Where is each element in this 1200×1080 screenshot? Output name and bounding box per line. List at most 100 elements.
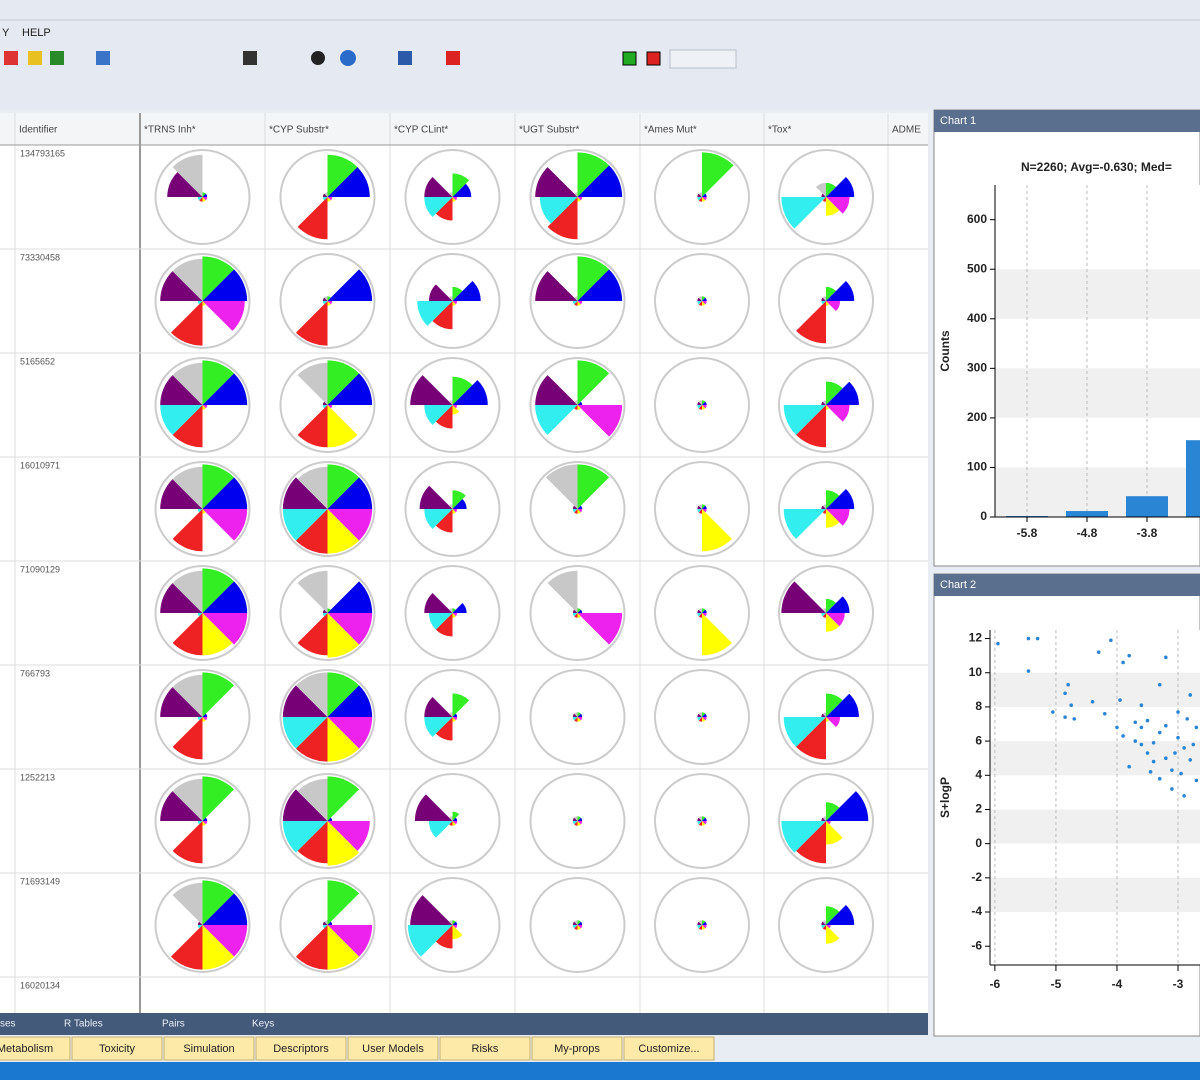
button[interactable] (0, 1036, 71, 1061)
icon[interactable] (646, 51, 661, 66)
icon[interactable] (96, 51, 110, 65)
glyph-wedge (821, 713, 826, 717)
tab[interactable]: ses (0, 1019, 16, 1030)
glyph-wedge (327, 405, 358, 448)
glyph-wedge (160, 479, 203, 509)
menu-item[interactable]: HELP (22, 27, 51, 39)
glyph-wedge (327, 509, 373, 541)
button-label[interactable]: Descriptors (273, 1043, 329, 1055)
toolbar-icons (4, 49, 737, 69)
icon[interactable] (398, 51, 412, 65)
glyph-wedge (783, 717, 826, 747)
icon[interactable] (28, 51, 42, 65)
button-label[interactable]: Customize... (638, 1043, 699, 1055)
button-label[interactable]: Simulation (183, 1043, 234, 1055)
identifier: 71693149 (20, 876, 60, 886)
glyph-wedge (698, 405, 702, 410)
button[interactable] (347, 1036, 439, 1061)
icon[interactable] (340, 50, 356, 66)
point (1170, 787, 1174, 791)
glyph-wedge (327, 613, 373, 645)
glyph-wedge (202, 192, 206, 197)
glyph-wedge (324, 192, 328, 197)
glyph-wedge (698, 504, 702, 509)
glyph-wedge (322, 609, 328, 613)
icon[interactable] (311, 51, 325, 65)
icon[interactable] (243, 51, 257, 65)
menu-item[interactable]: Y (2, 27, 10, 39)
x-tick-label: -6 (990, 977, 1001, 991)
glyph-wedge (826, 301, 841, 311)
point (1170, 768, 1174, 772)
glyph-wedge (826, 693, 859, 717)
glyph-wedge (202, 301, 206, 306)
glyph-wedge (577, 269, 623, 301)
column-header[interactable]: *Ames Mut* (644, 125, 697, 136)
y-tick-label: 400 (967, 311, 987, 325)
glyph-wedge (826, 905, 855, 925)
button-label[interactable]: My-props (554, 1043, 600, 1055)
glyph-wedge (698, 920, 702, 925)
icon[interactable] (4, 51, 18, 65)
glyph-wedge (295, 717, 328, 762)
button-label[interactable]: Toxicity (99, 1043, 136, 1055)
identifier: 5165652 (20, 356, 55, 366)
tab[interactable]: Pairs (162, 1019, 185, 1030)
icon[interactable] (50, 51, 64, 65)
glyph-wedge (702, 296, 706, 301)
glyph-wedge (327, 269, 373, 301)
glyph-wedge (698, 296, 702, 301)
glyph-wedge (826, 281, 855, 301)
grid-band (990, 741, 1200, 776)
glyph-wedge (702, 400, 706, 405)
glyph-wedge (172, 405, 203, 448)
glyph-wedge (702, 301, 706, 306)
glyph-wedge (826, 177, 855, 197)
glyph-wedge (322, 925, 328, 929)
glyph-wedge (574, 920, 578, 925)
text-box[interactable] (669, 49, 737, 69)
glyph-wedge (297, 362, 328, 405)
column-header[interactable]: *CYP Substr* (269, 125, 329, 136)
column-header[interactable]: *TRNS Inh* (144, 125, 196, 136)
button[interactable] (623, 1036, 715, 1061)
glyph-wedge (702, 405, 707, 409)
glyph-wedge (327, 373, 373, 405)
point (1139, 725, 1144, 730)
button-label[interactable]: Metabolism (0, 1043, 53, 1055)
point (1145, 718, 1150, 723)
identifier: 1252213 (20, 772, 55, 782)
button-label[interactable]: Risks (472, 1043, 499, 1055)
glyph-wedge (297, 466, 328, 509)
point (1176, 710, 1180, 714)
point (1133, 739, 1138, 743)
glyph-wedge (202, 925, 248, 957)
glyph-wedge (202, 568, 235, 613)
button[interactable] (439, 1036, 531, 1061)
glyph-wedge (452, 301, 458, 305)
glyph-wedge (577, 921, 583, 925)
column-header[interactable]: Identifier (19, 125, 58, 136)
column-header[interactable]: *UGT Substr* (519, 125, 579, 136)
column-header[interactable]: ADME (892, 125, 921, 136)
glyph-wedge (577, 925, 581, 930)
tab[interactable]: Keys (252, 1019, 274, 1030)
button[interactable] (71, 1036, 163, 1061)
glyph-wedge (702, 504, 706, 509)
button[interactable] (531, 1036, 623, 1061)
column-header[interactable]: *Tox* (768, 125, 791, 136)
glyph-wedge (322, 921, 328, 925)
glyph-wedge (428, 821, 453, 838)
column-header[interactable]: *CYP CLint* (394, 125, 448, 136)
button[interactable] (255, 1036, 347, 1061)
glyph-wedge (822, 816, 826, 821)
icon[interactable] (446, 51, 460, 65)
button-label[interactable]: User Models (362, 1043, 424, 1055)
glyph-wedge (452, 613, 456, 618)
button[interactable] (163, 1036, 255, 1061)
point (1102, 711, 1107, 716)
tab[interactable]: R Tables (64, 1019, 103, 1030)
glyph-wedge (702, 613, 732, 656)
glyph-wedge (197, 509, 203, 513)
icon[interactable] (622, 51, 637, 66)
